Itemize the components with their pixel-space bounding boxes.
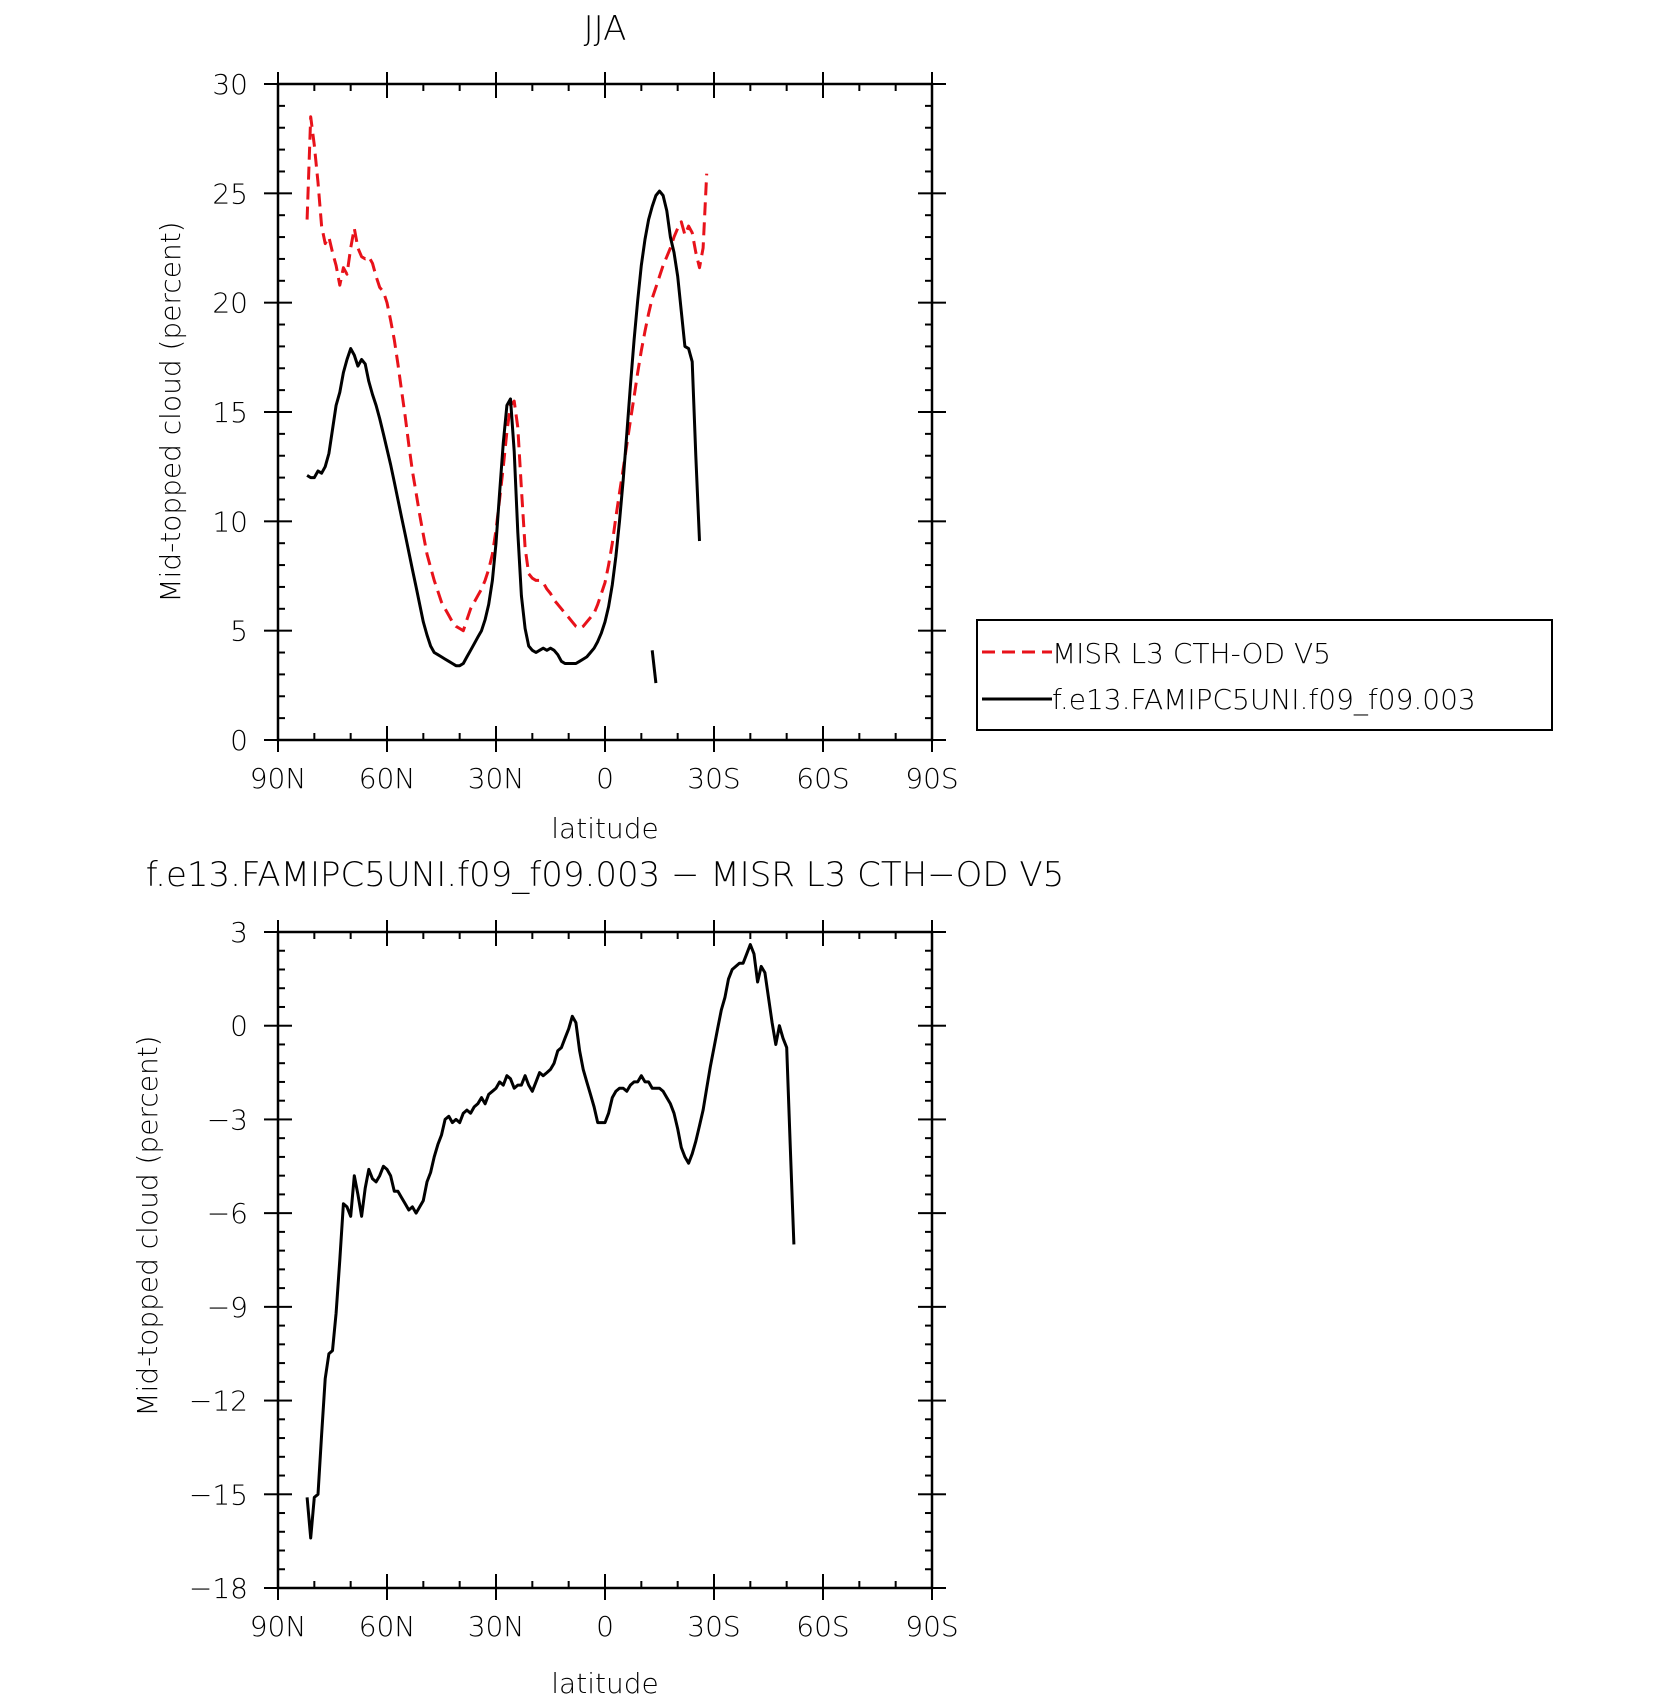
panel-bottom-x-axis-label: latitude <box>551 1667 658 1700</box>
x-tick-label: 0 <box>596 1610 614 1643</box>
x-tick-label: 30N <box>468 1610 525 1643</box>
series-line-1-seg-1 <box>650 650 658 684</box>
x-tick-label: 90S <box>905 1610 958 1643</box>
x-tick-label: 30N <box>468 762 525 795</box>
y-tick-label: 10 <box>212 505 248 538</box>
x-tick-label: 30S <box>687 1610 740 1643</box>
plot-frame <box>276 82 934 742</box>
x-tick-label: 30S <box>687 762 740 795</box>
y-tick-label: 30 <box>212 68 248 101</box>
y-tick-label: −6 <box>207 1197 248 1230</box>
series-line-0-seg-0 <box>305 943 796 1540</box>
series-line-0-seg-0 <box>305 115 709 633</box>
legend-label-misr: MISR L3 CTH-OD V5 <box>1052 637 1331 670</box>
panel-bottom-plot-area: 90N 60N 30N 0 30S 60S 90S 3 0 −3 −6 −9 −12 −15 −18 <box>189 916 959 1643</box>
panel-top-title: JJA <box>584 9 627 49</box>
panel-top-legend: MISR L3 CTH-OD V5 f.e13.FAMIPC5UNI.f09_f… <box>976 619 1553 731</box>
y-tick-label: −15 <box>189 1478 248 1511</box>
panel-top-plot-area: 90N 60N 30N 0 30S 60S 90S 0 5 10 15 20 25 30 <box>212 68 958 795</box>
x-tick-label: 60N <box>359 762 416 795</box>
x-tick-label: 60S <box>796 762 849 795</box>
series-line-1-seg-0 <box>306 189 701 668</box>
y-tick-label: 15 <box>212 396 248 429</box>
y-tick-label: 0 <box>230 724 248 757</box>
legend-label-model: f.e13.FAMIPC5UNI.f09_f09.003 <box>1052 683 1476 717</box>
plot-frame <box>276 930 934 1590</box>
x-tick-label: 60S <box>796 1610 849 1643</box>
panel-bottom-title: f.e13.FAMIPC5UNI.f09_f09.003 − MISR L3 C… <box>146 855 1065 895</box>
y-tick-label: 5 <box>230 615 248 648</box>
x-tick-label: 90S <box>905 762 958 795</box>
panel-top-x-axis-label: latitude <box>551 812 658 845</box>
y-tick-label: 3 <box>230 916 248 949</box>
panel-bottom-chart: f.e13.FAMIPC5UNI.f09_f09.003 − MISR L3 C… <box>131 855 1064 1700</box>
x-tick-label: 0 <box>596 762 614 795</box>
x-tick-label: 90N <box>250 1610 307 1643</box>
panel-top-y-axis-label: Mid-topped cloud (percent) <box>154 221 187 602</box>
panel-top-chart: JJA 90N 60N 30N 0 30S 60S 90S 0 5 10 15 20 25 30 lati… <box>154 9 1553 845</box>
x-tick-label: 60N <box>359 1610 416 1643</box>
y-tick-label: −9 <box>207 1291 248 1324</box>
x-tick-label: 90N <box>250 762 307 795</box>
y-tick-label: −3 <box>207 1103 248 1136</box>
y-tick-label: −18 <box>189 1572 248 1605</box>
panel-bottom-y-axis-label: Mid-topped cloud (percent) <box>131 1035 164 1416</box>
y-tick-label: −12 <box>189 1385 248 1418</box>
legend-box <box>976 619 1553 731</box>
y-tick-label: 20 <box>212 287 248 320</box>
y-tick-label: 25 <box>212 177 248 210</box>
y-tick-label: 0 <box>230 1010 248 1043</box>
